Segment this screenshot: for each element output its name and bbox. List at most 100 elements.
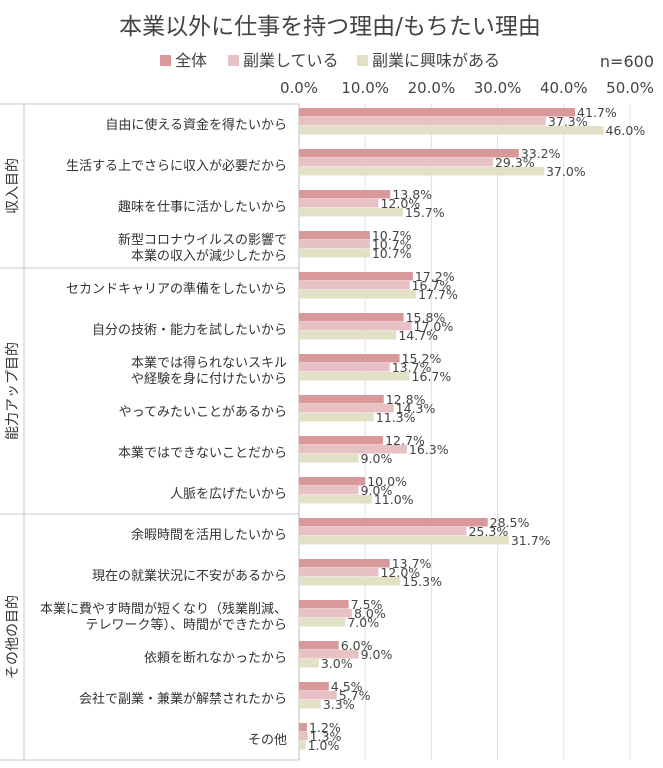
- bar-3: [299, 167, 544, 176]
- value-label: 17.7%: [418, 287, 458, 302]
- value-label: 14.7%: [398, 328, 438, 343]
- value-labels: 41.7%37.3%46.0%33.2%29.3%37.0%13.8%12.0%…: [308, 105, 646, 753]
- category-label: その他: [248, 733, 287, 748]
- category-label: や経験を身に付けたいから: [131, 371, 287, 387]
- bars: [299, 108, 604, 750]
- value-label: 6.0%: [341, 638, 373, 653]
- bar-1: [299, 477, 366, 486]
- value-label: 31.7%: [511, 533, 551, 548]
- legend-label: 全体: [175, 51, 207, 70]
- value-label: 15.3%: [402, 574, 442, 589]
- bar-3: [299, 208, 403, 217]
- category-label: 人脈を広げたいから: [170, 487, 287, 502]
- bar-2: [299, 363, 390, 372]
- value-label: 12.7%: [385, 433, 425, 448]
- value-label: 46.0%: [606, 123, 646, 138]
- value-label: 17.0%: [414, 319, 454, 334]
- value-label: 3.3%: [323, 697, 355, 712]
- value-label: 13.7%: [392, 360, 432, 375]
- value-label: 8.0%: [354, 606, 386, 621]
- category-label: 現在の就業状況に不安があるから: [92, 568, 287, 584]
- value-label: 10.7%: [372, 246, 412, 261]
- bar-2: [299, 158, 493, 167]
- bar-1: [299, 231, 370, 240]
- category-label: 本業に費やす時間が短くなり（残業削減、: [40, 601, 287, 617]
- bar-2: [299, 609, 352, 618]
- value-label: 11.3%: [376, 410, 416, 425]
- bar-3: [299, 249, 370, 258]
- value-label: 15.7%: [405, 205, 445, 220]
- value-label: 25.3%: [468, 524, 508, 539]
- value-label: 1.0%: [308, 738, 340, 753]
- bar-2: [299, 199, 379, 208]
- x-tick-label: 10.0%: [341, 79, 389, 97]
- bar-3: [299, 618, 346, 627]
- group-label: その他の目的: [5, 595, 21, 679]
- chart-title: 本業以外に仕事を持つ理由/もちたい理由: [119, 14, 541, 40]
- category-label: 趣味を仕事に活かしたいから: [118, 200, 287, 215]
- bar-3: [299, 290, 417, 299]
- value-label: 3.0%: [321, 656, 353, 671]
- value-label: 13.7%: [392, 556, 432, 571]
- bar-2: [299, 445, 407, 454]
- value-label: 13.8%: [392, 187, 432, 202]
- value-label: 12.8%: [386, 392, 426, 407]
- value-label: 7.0%: [347, 615, 379, 630]
- value-label: 16.7%: [412, 278, 452, 293]
- x-tick-label: 20.0%: [408, 79, 456, 97]
- category-label: 依頼を断れなかったから: [144, 651, 287, 666]
- category-labels: 自由に使える資金を得たいから生活する上でさらに収入が必要だから趣味を仕事に活かし…: [40, 117, 287, 748]
- value-label: 10.7%: [372, 228, 412, 243]
- bar-1: [299, 641, 339, 650]
- legend: 全体 副業している 副業に興味がある: [160, 51, 500, 70]
- bar-3: [299, 372, 410, 381]
- bar-1: [299, 272, 413, 281]
- value-label: 9.0%: [361, 647, 393, 662]
- bar-2: [299, 527, 467, 536]
- category-label: 新型コロナウイルスの影響で: [118, 232, 287, 248]
- bar-2: [299, 322, 412, 331]
- bar-1: [299, 600, 349, 609]
- bar-1: [299, 559, 390, 568]
- category-label: 生活する上でさらに収入が必要だから: [66, 159, 287, 174]
- value-label: 9.0%: [361, 483, 393, 498]
- category-label: 本業ではできないことだから: [118, 445, 287, 461]
- category-label: セカンドキャリアの準備をしたいから: [66, 281, 287, 297]
- bar-2: [299, 486, 359, 495]
- category-label: 自由に使える資金を得たいから: [105, 117, 287, 133]
- bar-1: [299, 682, 329, 691]
- bar-1: [299, 354, 400, 363]
- bar-1: [299, 518, 488, 527]
- value-label: 28.5%: [490, 515, 530, 530]
- category-label: テレワーク等）、時間ができたから: [85, 617, 287, 633]
- bar-1: [299, 149, 519, 158]
- bar-3: [299, 536, 509, 545]
- bar-3: [299, 126, 604, 135]
- x-tick-label: 0.0%: [280, 79, 318, 97]
- bar-3: [299, 659, 319, 668]
- value-label: 12.0%: [380, 565, 420, 580]
- value-label: 1.3%: [310, 729, 342, 744]
- legend-swatch: [160, 55, 171, 66]
- bar-3: [299, 331, 397, 340]
- category-label: 自分の技術・能力を試したいから: [92, 322, 287, 338]
- value-label: 37.0%: [546, 164, 586, 179]
- category-label: 会社で副業・兼業が解禁されたから: [79, 691, 287, 707]
- value-label: 10.0%: [367, 474, 407, 489]
- bar-1: [299, 436, 384, 445]
- value-label: 15.8%: [406, 310, 446, 325]
- bar-1: [299, 108, 576, 117]
- bar-2: [299, 240, 370, 249]
- sample-size-note: n=600: [600, 52, 654, 71]
- x-tick-label: 50.0%: [606, 79, 654, 97]
- value-label: 1.2%: [309, 720, 341, 735]
- bar-3: [299, 577, 401, 586]
- bar-2: [299, 404, 394, 413]
- value-label: 5.7%: [339, 688, 371, 703]
- value-label: 4.5%: [331, 679, 363, 694]
- value-label: 9.0%: [361, 451, 393, 466]
- bar-2: [299, 732, 308, 741]
- category-label: 本業では得られないスキル: [131, 355, 287, 371]
